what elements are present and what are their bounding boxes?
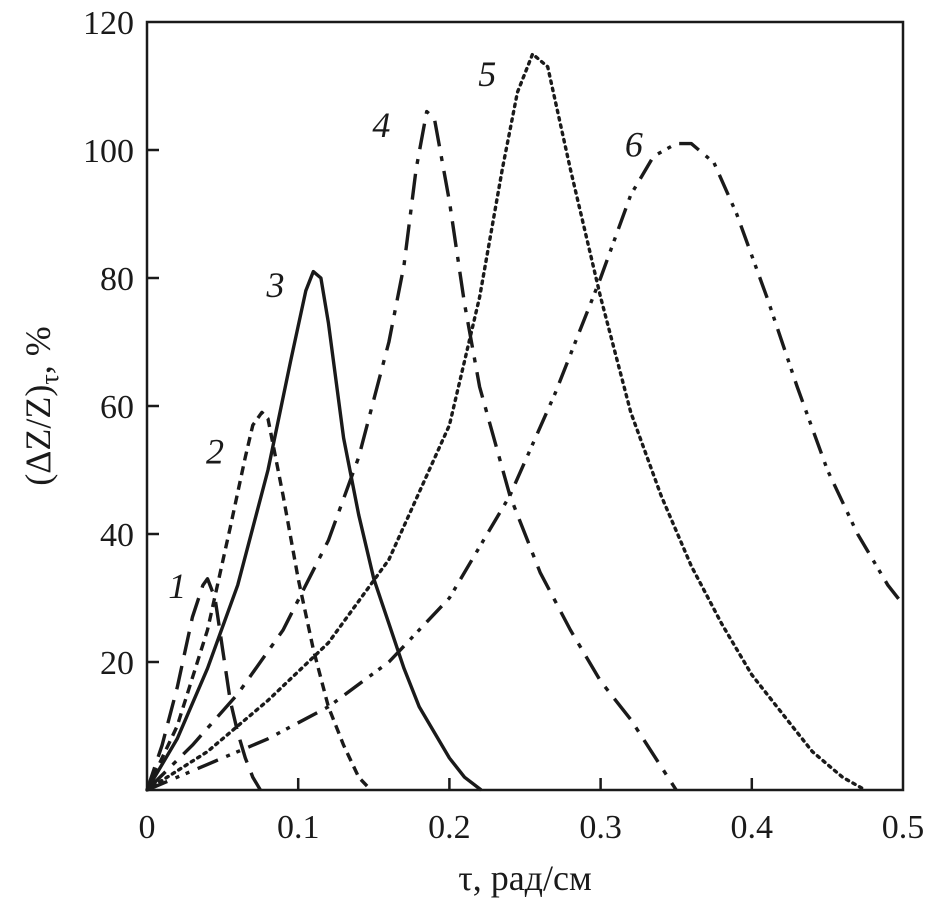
y-axis-title-unit: , %	[18, 326, 58, 374]
curve-label-2: 2	[206, 432, 224, 472]
series-group	[145, 52, 905, 792]
x-tick-label: 0.1	[277, 809, 320, 846]
y-axis-title-main: (ΔZ/Z)	[18, 385, 58, 486]
y-tick-label: 100	[83, 133, 134, 170]
series-line-4	[145, 109, 678, 792]
curve-label-1: 1	[168, 566, 186, 606]
y-axis-title: (ΔZ/Z)τ, %	[18, 326, 64, 486]
y-tick-label: 80	[100, 261, 134, 298]
series-line-1	[145, 577, 262, 791]
curve-label-5: 5	[478, 54, 496, 94]
series-line-2	[145, 410, 373, 792]
curve-label-4: 4	[372, 105, 390, 145]
y-axis-title-subscript: τ	[35, 374, 64, 384]
series-line-6	[146, 141, 905, 792]
plot-frame	[145, 20, 905, 792]
x-tick-label: 0.3	[579, 809, 622, 846]
y-tick-label: 20	[100, 645, 134, 682]
x-axis-title: τ, рад/см	[458, 858, 592, 898]
curve-label-3: 3	[266, 265, 285, 305]
curve-labels: 1 2 3 4 5 6	[168, 54, 643, 606]
x-tick-label: 0	[139, 809, 156, 846]
y-tick-label: 120	[83, 5, 134, 42]
y-tick-label: 60	[100, 389, 134, 426]
x-tick-label: 0.2	[428, 809, 471, 846]
x-tick-label: 0.5	[882, 809, 925, 846]
x-tick-label: 0.4	[731, 809, 774, 846]
series-line-5	[145, 52, 867, 792]
ticks	[147, 148, 754, 790]
tick-labels: 0 0.1 0.2 0.3 0.4 0.5 20 40 60 80 100 120	[83, 5, 924, 846]
series-line-3	[145, 269, 483, 792]
curve-label-6: 6	[625, 124, 643, 164]
y-tick-label: 40	[100, 517, 134, 554]
